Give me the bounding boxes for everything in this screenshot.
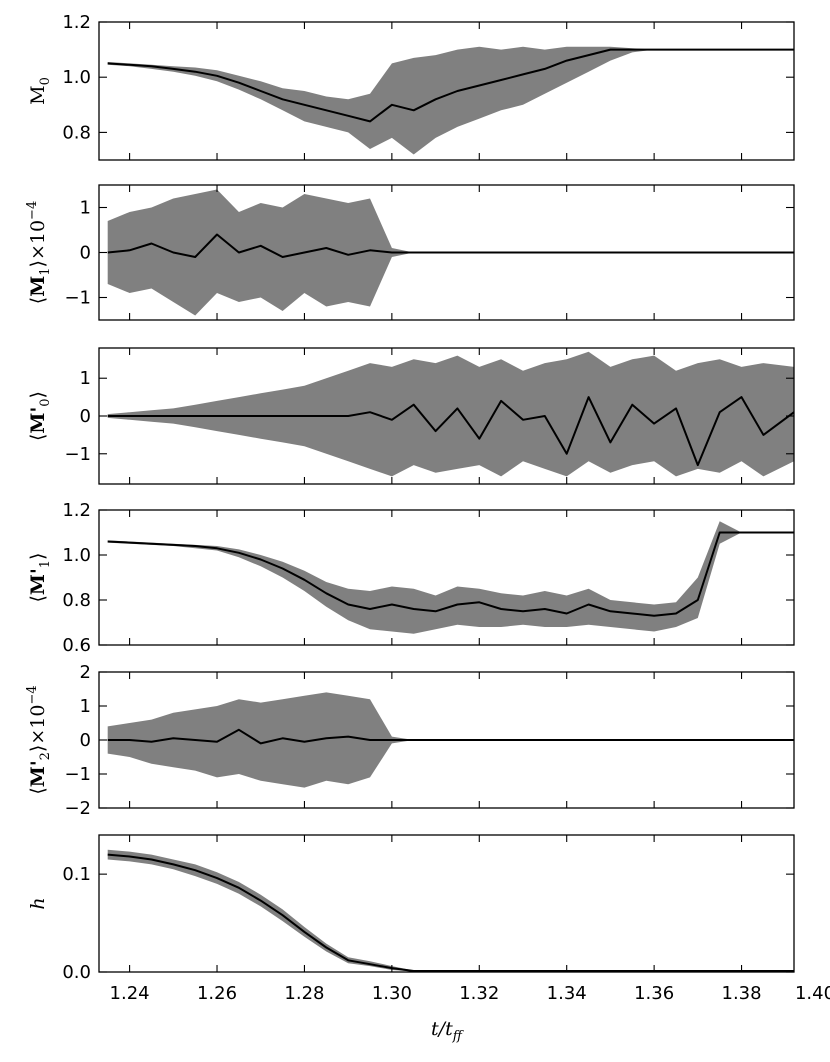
ytick-label-m0: 1.0	[62, 67, 91, 88]
ytick-label-m0: 1.2	[62, 12, 91, 33]
band-m2p	[107, 692, 794, 788]
ytick-label-h: 0.1	[62, 864, 91, 885]
mean-line-h	[107, 853, 794, 972]
ytick-label-m2p: 2	[80, 662, 91, 683]
ytick-label-m2p: −1	[64, 764, 91, 785]
panel-m0: 0.8 1.0 1.2 M0	[27, 12, 795, 161]
ytick-label-m2p: 0	[80, 730, 91, 751]
mean-line-m1	[107, 233, 794, 258]
ytick-label-m2p: −2	[64, 798, 91, 819]
frame-m1p	[98, 509, 795, 646]
panel-m2p: −2 −1 0 1 2 ⟨M'2⟩×10−4	[25, 662, 795, 819]
band-m0	[107, 46, 794, 155]
ytick-label-m1: −1	[64, 288, 91, 309]
ytick-label-h: 0.0	[62, 962, 91, 983]
ytick-label-m1p: 1.0	[62, 545, 91, 566]
ytick-label-m1p: 1.2	[62, 500, 91, 521]
ytick-label-m0p: −1	[64, 444, 91, 465]
panel-m1p: 0.6 0.8 1.0 1.2 ⟨M'1⟩	[27, 500, 795, 656]
mean-line-m0	[107, 48, 794, 123]
panel-m1: −1 0 1 ⟨M1⟩×10−4	[25, 184, 795, 321]
band-m1	[107, 189, 794, 316]
xtick-label: 1.38	[722, 983, 762, 1004]
ylabel-h: h	[27, 897, 49, 909]
ylabel-m1p: ⟨M'1⟩	[27, 553, 53, 603]
ytick-label-m2p: 1	[80, 696, 91, 717]
xtick-label: 1.32	[459, 983, 499, 1004]
frame-m0	[98, 21, 795, 161]
mean-line-m2p	[107, 728, 794, 745]
xtick-label: 1.26	[197, 983, 237, 1004]
ylabel-m0p: ⟨M'0⟩	[27, 391, 53, 441]
xtick-label: 1.40	[795, 983, 830, 1004]
xlabel: t/tff	[431, 1018, 465, 1044]
ytick-label-m0p: 0	[80, 406, 91, 427]
ylabel-m1: ⟨M1⟩×10−4	[25, 201, 53, 304]
panel-m0p: −1 0 1 ⟨M'0⟩	[27, 347, 795, 485]
panels-layer: 0.8 1.0 1.2 M0 −1 0 1 ⟨M1⟩×10−4 −1 0 1 ⟨M'0⟩ 0.6 0.8 1…	[25, 12, 795, 983]
xtick-label: 1.28	[284, 983, 324, 1004]
ytick-label-m0: 0.8	[62, 122, 91, 143]
ylabel-m2p: ⟨M'2⟩×10−4	[25, 685, 53, 794]
band-h	[107, 849, 794, 972]
panel-h: 0.0 0.1 h	[27, 834, 795, 983]
x-axis: 1.24 1.26 1.28 1.30 1.32 1.34 1.36 1.38 1.40 t/tf…	[110, 983, 830, 1044]
ytick-label-m1: 1	[80, 198, 91, 219]
ytick-label-m1: 0	[80, 243, 91, 264]
xtick-label: 1.30	[372, 983, 412, 1004]
mean-line-m1p	[107, 531, 794, 617]
frame-h	[98, 834, 795, 973]
band-m1p	[107, 521, 794, 634]
xtick-label: 1.34	[547, 983, 587, 1004]
ylabel-m0: M0	[27, 77, 53, 105]
ytick-label-m1p: 0.6	[62, 635, 91, 656]
mean-line-m0p	[107, 396, 794, 467]
xtick-label: 1.36	[634, 983, 674, 1004]
xtick-label: 1.24	[110, 983, 150, 1004]
ytick-label-m0p: 1	[80, 368, 91, 389]
ytick-label-m1p: 0.8	[62, 590, 91, 611]
